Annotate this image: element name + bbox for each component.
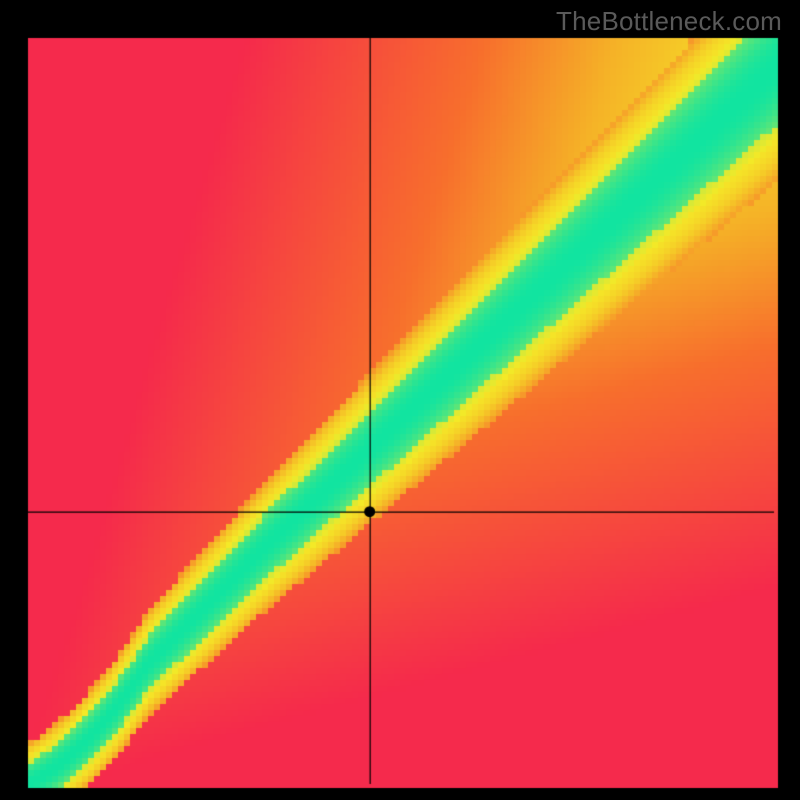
bottleneck-heatmap [0,0,800,800]
watermark-text: TheBottleneck.com [556,6,782,37]
